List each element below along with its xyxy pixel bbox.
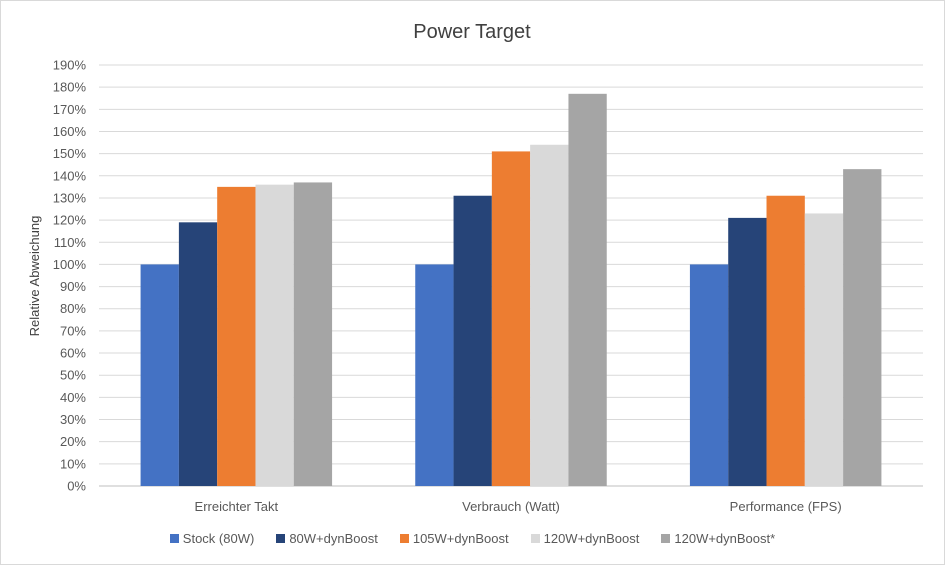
y-tick-label: 70%	[60, 323, 86, 338]
y-tick-label: 140%	[53, 168, 87, 183]
legend-label: 105W+dynBoost	[412, 531, 509, 546]
bar	[415, 264, 454, 486]
bar	[293, 182, 333, 487]
y-tick-label: 120%	[53, 213, 87, 228]
legend-item: 105W+dynBoost	[399, 531, 509, 546]
y-tick-labels: 0% 10% 20% 30% 40% 50% 60% 70% 80% 90% 100% 110% 120…	[53, 58, 87, 494]
y-tick-label: 30%	[60, 412, 86, 427]
legend-label: Stock (80W)	[182, 531, 255, 546]
bars	[140, 93, 882, 487]
legend: Stock (80W) 80W+dynBoost 105W+dynBoost 120W…	[1, 531, 944, 546]
y-tick-label: 40%	[60, 390, 86, 405]
y-tick-label: 10%	[60, 456, 86, 471]
power-target-chart: Power Target Relative Abweichung 0% 10% 20…	[27, 21, 923, 514]
legend-label: 80W+dynBoost	[289, 531, 378, 546]
legend-swatch	[399, 534, 409, 543]
y-tick-label: 170%	[53, 102, 87, 117]
category-labels: Erreichter Takt Verbrauch (Watt) Performan…	[195, 499, 842, 514]
y-tick-label: 60%	[60, 346, 86, 361]
legend-swatch	[169, 534, 179, 543]
y-tick-label: 130%	[53, 190, 87, 205]
legend-item: 80W+dynBoost	[276, 531, 378, 546]
y-tick-label: 50%	[60, 368, 86, 383]
y-tick-label: 150%	[53, 146, 87, 161]
bar	[491, 151, 531, 487]
y-axis-label: Relative Abweichung	[27, 216, 42, 337]
legend-swatch	[530, 534, 540, 543]
legend-item: Stock (80W)	[169, 531, 255, 546]
legend-swatch	[276, 534, 286, 543]
y-tick-label: 90%	[60, 279, 86, 294]
bar	[689, 264, 729, 486]
y-tick-label: 180%	[53, 80, 87, 95]
bar	[766, 195, 805, 487]
bar	[728, 217, 767, 487]
bar	[568, 93, 607, 486]
chart-title: Power Target	[413, 21, 531, 43]
y-tick-label: 110%	[54, 235, 87, 250]
bar	[843, 169, 882, 487]
legend-item: 120W+dynBoost	[530, 531, 640, 546]
y-tick-label: 100%	[53, 257, 87, 272]
category-label: Verbrauch (Watt)	[462, 499, 560, 514]
bar	[255, 184, 294, 486]
legend-item: 120W+dynBoost*	[661, 531, 775, 546]
y-tick-label: 80%	[60, 301, 86, 316]
legend-label: 120W+dynBoost*	[674, 531, 776, 546]
y-tick-label: 190%	[53, 58, 87, 73]
bar	[530, 144, 569, 486]
bar	[453, 195, 492, 487]
bar	[804, 213, 844, 487]
bar	[217, 186, 256, 487]
legend-label: 120W+dynBoost	[543, 531, 640, 546]
bar	[178, 222, 218, 487]
y-tick-label: 0%	[67, 479, 86, 494]
category-label: Performance (FPS)	[730, 499, 842, 514]
category-label: Erreichter Takt	[195, 499, 279, 514]
y-tick-label: 160%	[53, 124, 87, 139]
bar	[140, 264, 179, 486]
y-tick-label: 20%	[60, 434, 86, 449]
legend-swatch	[661, 534, 671, 543]
